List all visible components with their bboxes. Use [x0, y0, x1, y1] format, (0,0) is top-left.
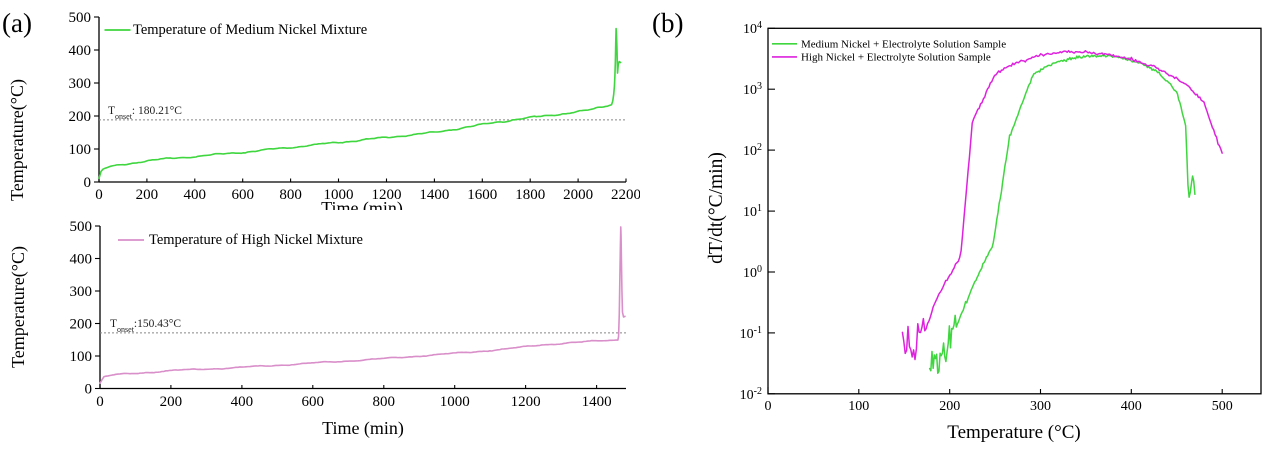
svg-text:1200: 1200: [511, 394, 541, 410]
svg-text:300: 300: [1030, 399, 1051, 414]
svg-text:dT/dt(°C/min): dT/dt(°C/min): [706, 152, 727, 264]
svg-text:400: 400: [1121, 399, 1142, 414]
svg-text:200: 200: [70, 317, 93, 333]
svg-text:100: 100: [70, 349, 93, 365]
svg-text:Temperature of High Nickel Mix: Temperature of High Nickel Mixture: [149, 232, 363, 248]
svg-text:0: 0: [96, 394, 104, 410]
svg-text:Temperature(°C): Temperature(°C): [8, 246, 29, 368]
svg-text:101: 101: [743, 203, 762, 221]
svg-text:500: 500: [1212, 399, 1233, 414]
svg-text:1400: 1400: [582, 394, 612, 410]
svg-text:102: 102: [743, 142, 762, 160]
svg-text:10-1: 10-1: [740, 325, 762, 343]
svg-text:High Nickel + Electrolyte Solu: High Nickel + Electrolyte Solution Sampl…: [801, 51, 991, 63]
svg-text:Temperature (°C): Temperature (°C): [947, 422, 1080, 443]
svg-text:400: 400: [231, 394, 254, 410]
svg-text:10-2: 10-2: [740, 386, 762, 404]
svg-text:200: 200: [160, 394, 183, 410]
svg-text:1000: 1000: [440, 394, 470, 410]
svg-text:800: 800: [373, 394, 396, 410]
svg-text:0: 0: [85, 382, 93, 398]
svg-text:Tonset:150.43°C: Tonset:150.43°C: [110, 318, 181, 334]
svg-text:Medium Nickel + Electrolyte So: Medium Nickel + Electrolyte Solution Sam…: [801, 38, 1006, 50]
svg-text:Time (min): Time (min): [322, 418, 404, 439]
svg-text:103: 103: [743, 81, 762, 99]
svg-text:104: 104: [743, 20, 762, 38]
svg-text:400: 400: [70, 252, 93, 268]
svg-text:200: 200: [939, 399, 960, 414]
svg-text:500: 500: [70, 219, 93, 235]
svg-text:600: 600: [302, 394, 325, 410]
svg-text:300: 300: [70, 284, 93, 300]
svg-text:100: 100: [743, 264, 762, 282]
svg-text:100: 100: [848, 399, 869, 414]
svg-text:0: 0: [765, 399, 772, 414]
